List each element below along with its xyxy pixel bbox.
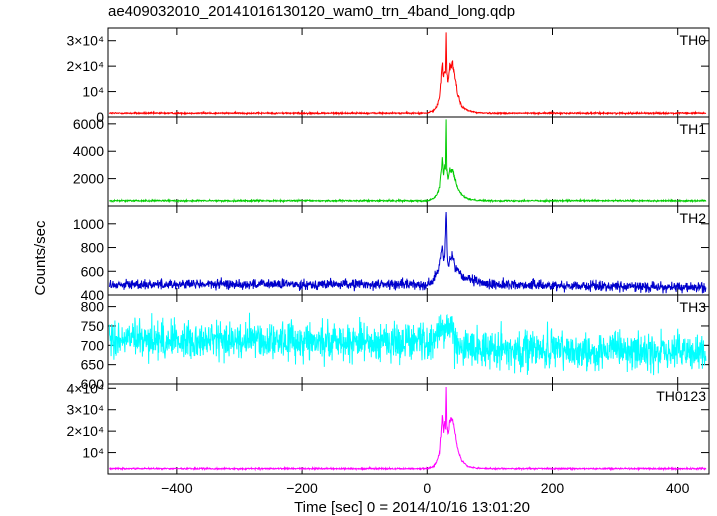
panel-frame [107, 205, 710, 296]
y-tick-label: 700 [81, 337, 105, 353]
y-tick-label: 600 [81, 376, 105, 392]
panel-label-th0123: TH0123 [656, 388, 706, 404]
y-tick-label: 650 [81, 357, 105, 373]
y-tick-label: 800 [81, 299, 105, 315]
y-tick-label: 400 [81, 287, 105, 303]
y-tick-label: 800 [81, 240, 105, 256]
panel-th0123: 10⁴ 2×10⁴ 3×10⁴ 4×10⁴ TH0123 [66, 380, 710, 475]
x-tick-label: −400 [161, 480, 193, 496]
panel-th3: 600 650 700 750 800 TH3 [81, 294, 710, 392]
y-tick-label: 2×10⁴ [66, 423, 104, 439]
panel-th1: 2000 4000 6000 TH1 [73, 116, 710, 207]
x-tick-label: 0 [423, 480, 431, 496]
panel-th0: 0 10⁴ 2×10⁴ 3×10⁴ TH0 [66, 27, 710, 125]
y-tick-label: 4000 [73, 143, 104, 159]
panels-group: 0 10⁴ 2×10⁴ 3×10⁴ TH0 2000 4000 6000 TH1 400 600 80… [66, 27, 710, 475]
panel-frame [107, 27, 710, 118]
y-tick-label: 600 [81, 263, 105, 279]
x-tick-label: 400 [666, 480, 690, 496]
series-line-th2 [108, 211, 707, 294]
panel-label-th0: TH0 [680, 32, 707, 48]
y-tick-label: 6000 [73, 116, 104, 132]
series-line-th1 [109, 119, 707, 204]
panel-label-th2: TH2 [680, 210, 707, 226]
series-line-th0 [108, 32, 707, 116]
y-tick-label: 750 [81, 318, 105, 334]
panel-th2: 400 600 800 1000 TH2 [73, 205, 710, 303]
chart-title: ae409032010_20141016130120_wam0_trn_4ban… [108, 3, 515, 20]
x-tick-label: −200 [286, 480, 318, 496]
y-tick-label: 10⁴ [82, 84, 104, 100]
y-tick-label: 0 [96, 109, 104, 125]
panel-label-th1: TH1 [680, 121, 707, 137]
x-tick-label: 200 [541, 480, 565, 496]
y-tick-label: 4×10⁴ [66, 380, 104, 396]
y-tick-label: 1000 [73, 216, 104, 232]
x-axis-label: Time [sec] 0 = 2014/10/16 13:01:20 [294, 499, 530, 516]
y-tick-label: 3×10⁴ [66, 33, 104, 49]
y-tick-label: 10⁴ [82, 445, 104, 461]
y-tick-label: 2000 [73, 171, 104, 187]
panel-frame [107, 383, 710, 475]
series-line-th0123 [109, 386, 707, 472]
x-axis-ticks: −400 −200 0 200 400 [161, 480, 689, 496]
y-axis-label: Counts/sec [32, 220, 49, 296]
panel-frame [107, 116, 710, 207]
y-tick-label: 2×10⁴ [66, 58, 104, 74]
y-tick-label: 3×10⁴ [66, 402, 104, 418]
panel-label-th3: TH3 [680, 299, 707, 315]
series-line-th3 [108, 312, 707, 376]
